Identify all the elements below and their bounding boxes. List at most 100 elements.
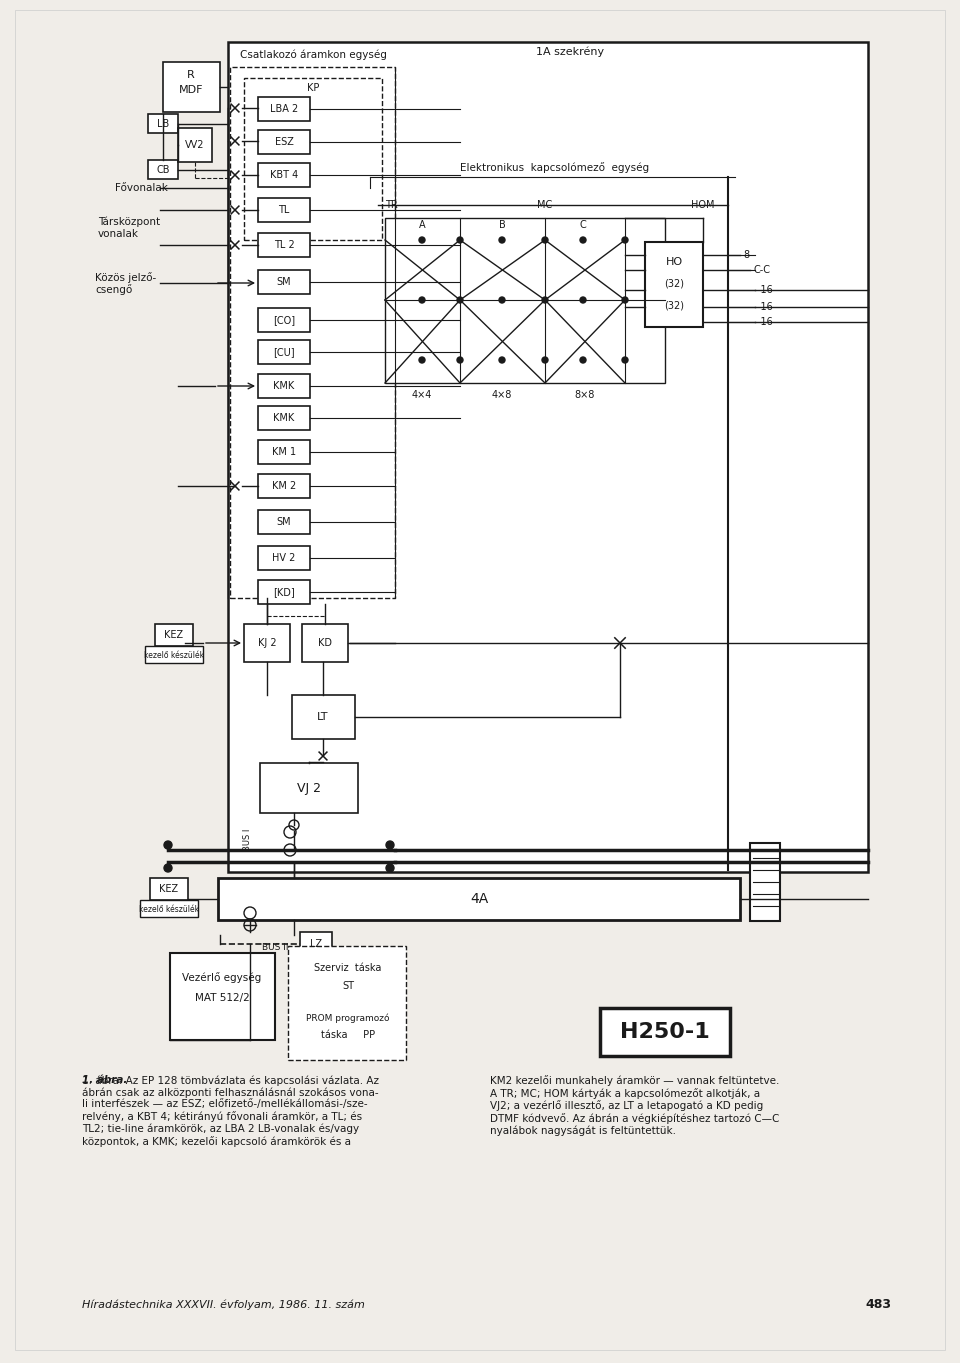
Text: HOM: HOM	[691, 200, 715, 210]
Circle shape	[580, 297, 586, 303]
Text: TR: TR	[385, 200, 397, 210]
Bar	[170, 953, 275, 1040]
Text: csengő: csengő	[95, 285, 132, 296]
Bar	[258, 373, 310, 398]
Bar	[178, 128, 212, 162]
Text: Fővonalak: Fővonalak	[115, 183, 168, 194]
Text: Vezérlő egység: Vezérlő egység	[182, 973, 262, 984]
Circle shape	[499, 237, 505, 243]
Bar	[292, 695, 355, 739]
Text: B: B	[498, 219, 505, 230]
Text: [CU]: [CU]	[274, 348, 295, 357]
Circle shape	[457, 297, 463, 303]
Circle shape	[386, 864, 394, 872]
Text: -16: -16	[758, 318, 774, 327]
Bar	[300, 932, 332, 955]
Text: R: R	[187, 70, 195, 80]
Text: 1A szekrény: 1A szekrény	[536, 46, 604, 57]
Text: Elektronikus  kapcsolómező  egység: Elektronikus kapcsolómező egység	[461, 162, 650, 173]
Bar	[218, 878, 740, 920]
Text: KJ 2: KJ 2	[257, 638, 276, 647]
Circle shape	[419, 237, 425, 243]
Text: LB: LB	[156, 119, 169, 129]
Text: KBT 4: KBT 4	[270, 170, 299, 180]
Text: KM 2: KM 2	[272, 481, 296, 491]
Bar	[150, 878, 188, 900]
Text: (32): (32)	[664, 278, 684, 288]
Bar	[385, 218, 665, 383]
Bar	[258, 198, 310, 222]
Circle shape	[457, 237, 463, 243]
Text: 1. ábra.: 1. ábra.	[82, 1075, 128, 1085]
Text: 483: 483	[865, 1299, 891, 1311]
Bar	[258, 233, 310, 258]
Circle shape	[499, 357, 505, 363]
Text: C-C: C-C	[753, 264, 770, 275]
Bar	[258, 547, 310, 570]
Text: LBA 2: LBA 2	[270, 104, 299, 114]
Bar	[258, 129, 310, 154]
Bar	[750, 842, 780, 921]
Text: ESZ: ESZ	[275, 138, 294, 147]
Text: ST: ST	[342, 981, 354, 991]
Text: vonalak: vonalak	[98, 229, 139, 239]
Text: KEZ: KEZ	[164, 630, 183, 641]
Text: 4A: 4A	[469, 891, 488, 906]
Bar	[288, 946, 406, 1060]
Circle shape	[580, 237, 586, 243]
Text: VV2: VV2	[185, 140, 204, 150]
Text: KD: KD	[318, 638, 332, 647]
Circle shape	[622, 357, 628, 363]
Text: KMK: KMK	[274, 382, 295, 391]
Text: TL 2: TL 2	[274, 240, 295, 249]
Text: HV 2: HV 2	[273, 553, 296, 563]
Bar	[258, 474, 310, 497]
Text: [CO]: [CO]	[273, 315, 295, 324]
Bar	[296, 953, 400, 1003]
Text: C: C	[580, 219, 587, 230]
Bar	[258, 510, 310, 534]
Text: SM: SM	[276, 277, 291, 288]
Text: 8: 8	[743, 249, 749, 260]
Bar	[258, 581, 310, 604]
Text: VJ 2: VJ 2	[297, 781, 321, 795]
Circle shape	[542, 357, 548, 363]
Circle shape	[542, 237, 548, 243]
Text: KM2 kezelői munkahely áramkör — vannak feltüntetve.
A TR; MC; HOM kártyák a kapc: KM2 kezelői munkahely áramkör — vannak f…	[490, 1075, 780, 1137]
Text: MAT 512/2: MAT 512/2	[195, 994, 250, 1003]
Text: KP: KP	[307, 83, 319, 93]
Text: H250-1: H250-1	[620, 1022, 709, 1041]
Text: -16: -16	[758, 285, 774, 294]
Text: MC: MC	[538, 200, 553, 210]
Text: KMK: KMK	[274, 413, 295, 423]
Text: KEZ: KEZ	[159, 885, 179, 894]
Text: (32): (32)	[664, 300, 684, 309]
Text: [KD]: [KD]	[274, 587, 295, 597]
Text: TL: TL	[278, 204, 290, 215]
Text: A: A	[419, 219, 425, 230]
Bar	[228, 42, 868, 872]
Circle shape	[622, 237, 628, 243]
Text: KM 1: KM 1	[272, 447, 296, 457]
Text: kezelő készülék: kezelő készülék	[144, 650, 204, 660]
Bar	[163, 61, 220, 112]
Text: LZ: LZ	[310, 939, 322, 949]
Bar	[230, 67, 395, 598]
Text: Társközpont: Társközpont	[98, 217, 160, 228]
Text: 4×4: 4×4	[412, 390, 432, 399]
Text: Szerviz  táska: Szerviz táska	[314, 964, 382, 973]
Text: Közös jelző-: Közös jelző-	[95, 273, 156, 284]
Text: 4×8: 4×8	[492, 390, 513, 399]
Bar	[258, 270, 310, 294]
Bar	[148, 159, 178, 179]
Bar	[260, 763, 358, 812]
Text: 8×8: 8×8	[575, 390, 595, 399]
Bar	[148, 114, 178, 134]
Bar	[258, 97, 310, 121]
Bar	[258, 164, 310, 187]
Text: Híradástechnika XXXVII. évfolyam, 1986. 11. szám: Híradástechnika XXXVII. évfolyam, 1986. …	[82, 1300, 365, 1310]
Text: BUS II: BUS II	[262, 943, 289, 953]
Text: Csatlakozó áramkon egység: Csatlakozó áramkon egység	[240, 50, 387, 60]
Bar	[140, 900, 198, 917]
Circle shape	[499, 297, 505, 303]
